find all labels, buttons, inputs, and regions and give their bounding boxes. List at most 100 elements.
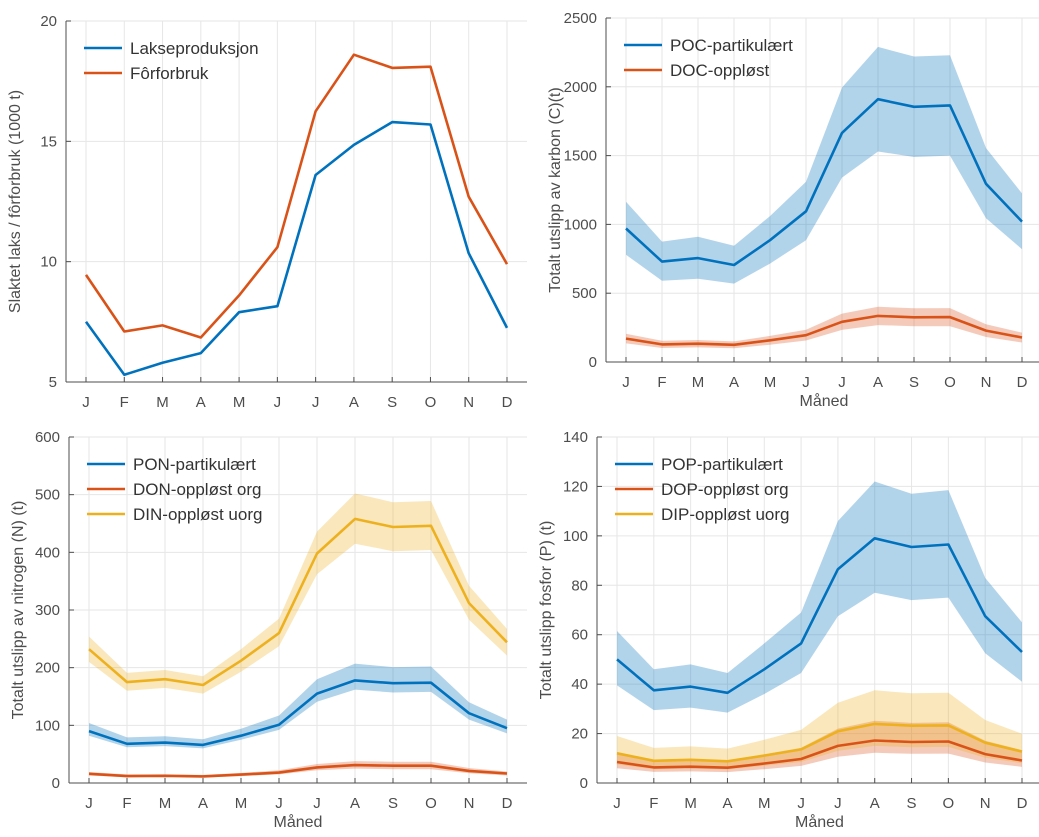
legend-label: DOP-oppløst org — [661, 480, 789, 499]
x-tick-label: J — [274, 394, 282, 411]
x-tick-label: A — [196, 394, 206, 411]
x-axis-title: Måned — [795, 813, 844, 831]
x-tick-label: F — [122, 795, 131, 812]
x-tick-label: M — [764, 374, 777, 391]
chart-panel-bottom-left: 0 100 200 300 400 500 600 J F M A M J J A S O N D Totalt ut… — [10, 429, 527, 831]
series-band-DOP-oppløst org — [617, 720, 1022, 773]
x-tick-label: A — [198, 795, 208, 812]
x-tick-label: J — [312, 394, 320, 411]
y-tick-label: 0 — [52, 775, 60, 792]
x-tick-label: O — [425, 795, 437, 812]
x-axis-title: Måned — [274, 813, 323, 831]
legend: PON-partikulært DON-oppløst org DIN-oppløs… — [87, 455, 262, 524]
x-tick-label: M — [684, 795, 697, 812]
x-tick-label: J — [275, 795, 283, 812]
x-tick-label: F — [120, 394, 129, 411]
series-band-DIP-oppløst uorg — [617, 690, 1022, 770]
x-tick-label: M — [758, 795, 771, 812]
x-tick-label: N — [980, 795, 991, 812]
legend: Lakseproduksjon Fôrforbruk — [84, 39, 259, 83]
x-axis-title: Måned — [800, 392, 849, 410]
y-tick-label: 10 — [40, 254, 57, 271]
x-tick-label: A — [729, 374, 739, 391]
y-axis-title: Slaktet laks / fôrforbruk (1000 t) — [7, 90, 24, 313]
y-tick-label: 300 — [35, 602, 60, 619]
series-line-DOC-oppløst — [625, 314, 1023, 347]
series-line-DON-oppløst org — [88, 763, 508, 778]
y-axis-title: Totalt utslipp av karbon (C)(t) — [547, 87, 564, 292]
y-tick-label: 500 — [35, 487, 60, 504]
legend: POP-partikulært DOP-oppløst org DIP-oppløs… — [615, 455, 790, 524]
x-tick-label: A — [873, 374, 883, 391]
legend-label: POC-partikulært — [670, 36, 793, 55]
y-tick-label: 15 — [40, 133, 57, 150]
legend-label: DIN-oppløst uorg — [133, 505, 262, 524]
x-tick-label: F — [657, 374, 666, 391]
x-tick-label: S — [909, 374, 919, 391]
y-tick-label: 200 — [35, 660, 60, 677]
legend-label: POP-partikulært — [661, 455, 783, 474]
y-tick-label: 80 — [571, 577, 588, 594]
series-line-PON-partikulært — [88, 679, 508, 747]
x-tick-label: M — [156, 394, 169, 411]
x-tick-label: D — [1017, 374, 1028, 391]
x-tick-label: M — [233, 394, 246, 411]
x-tick-label: J — [613, 795, 621, 812]
y-axis-title: Totalt utslipp av nitrogen (N) (t) — [10, 501, 27, 720]
x-tick-label: J — [622, 374, 630, 391]
x-tick-label: J — [802, 374, 810, 391]
series-line-DOP-oppløst org — [616, 739, 1023, 770]
legend: POC-partikulært DOC-oppløst — [624, 36, 793, 80]
x-tick-label: J — [834, 795, 842, 812]
y-tick-label: 20 — [40, 13, 57, 30]
series-band-POP-partikulært — [617, 481, 1022, 713]
series-band-POC-partikulært — [626, 46, 1022, 284]
series-line-Fôrforbruk — [84, 53, 509, 339]
x-tick-label: O — [944, 374, 956, 391]
y-tick-label: 1000 — [564, 216, 597, 233]
y-tick-label: 2000 — [564, 79, 597, 96]
x-tick-label: M — [235, 795, 248, 812]
y-tick-label: 100 — [563, 528, 588, 545]
x-tick-label: J — [313, 795, 321, 812]
y-tick-label: 120 — [563, 478, 588, 495]
chart-panel-top-left: 5 10 15 20 J F M A M J J A S O N D Slaktet laks / fôrfor… — [7, 13, 527, 411]
x-tick-label: J — [85, 795, 93, 812]
y-tick-label: 20 — [571, 726, 588, 743]
y-tick-label: 60 — [571, 627, 588, 644]
legend-label: DOC-oppløst — [670, 61, 769, 80]
y-tick-label: 2500 — [564, 10, 597, 27]
y-tick-label: 600 — [35, 429, 60, 446]
x-tick-label: D — [1017, 795, 1028, 812]
series-band-PON-partikulært — [89, 663, 507, 749]
x-tick-label: N — [464, 795, 475, 812]
x-tick-label: S — [907, 795, 917, 812]
x-tick-label: M — [159, 795, 172, 812]
y-tick-label: 400 — [35, 544, 60, 561]
y-axis-title: Totalt utslipp fosfor (P) (t) — [538, 521, 555, 700]
x-tick-label: A — [350, 795, 360, 812]
y-tick-label: 100 — [35, 717, 60, 734]
x-tick-label: A — [722, 795, 732, 812]
y-tick-label: 40 — [571, 676, 588, 693]
x-tick-label: S — [387, 394, 397, 411]
x-tick-label: F — [649, 795, 658, 812]
chart-panel-top-right: 0 500 1000 1500 2000 2500 J F M A M J J A S O N D Totalt u… — [547, 10, 1039, 410]
x-tick-label: J — [797, 795, 805, 812]
series-line-POC-partikulært — [625, 97, 1023, 267]
x-tick-label: D — [502, 394, 513, 411]
legend-label: Lakseproduksjon — [130, 39, 259, 58]
x-tick-label: A — [349, 394, 359, 411]
x-tick-label: O — [425, 394, 437, 411]
y-tick-label: 140 — [563, 429, 588, 446]
y-tick-label: 1500 — [564, 148, 597, 165]
legend-label: PON-partikulært — [133, 455, 256, 474]
x-tick-label: N — [463, 394, 474, 411]
series-line-DIN-oppløst uorg — [88, 517, 508, 687]
x-tick-label: A — [870, 795, 880, 812]
series-line-DIP-oppløst uorg — [616, 722, 1023, 763]
x-tick-label: M — [692, 374, 705, 391]
x-tick-label: J — [838, 374, 846, 391]
x-tick-label: N — [981, 374, 992, 391]
